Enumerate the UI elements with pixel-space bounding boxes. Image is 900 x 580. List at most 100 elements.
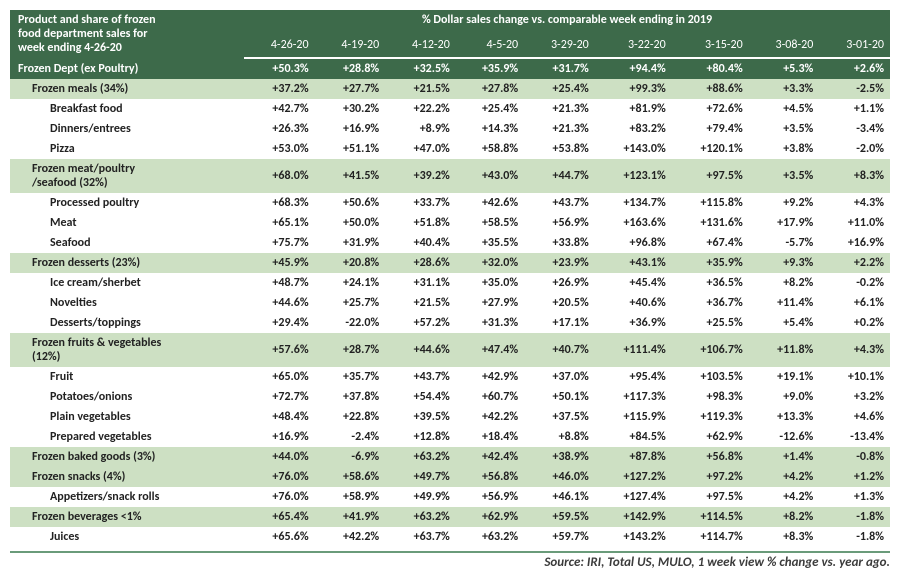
data-cell: +8.3% <box>819 159 890 193</box>
data-cell: +40.6% <box>595 293 672 313</box>
data-cell: +36.5% <box>672 273 749 293</box>
data-cell: +134.7% <box>595 193 672 213</box>
data-cell: +8.8% <box>524 427 595 447</box>
data-cell: +87.8% <box>595 447 672 467</box>
data-cell: +65.0% <box>244 367 315 387</box>
data-cell: +36.9% <box>595 313 672 333</box>
table-row: Ice cream/sherbet+48.7%+24.1%+31.1%+35.0… <box>10 273 890 293</box>
data-cell: +50.1% <box>524 387 595 407</box>
data-cell: +32.0% <box>456 253 524 273</box>
data-cell: +9.3% <box>749 253 820 273</box>
data-cell: +68.3% <box>244 193 315 213</box>
data-cell: +38.9% <box>524 447 595 467</box>
data-cell: +14.3% <box>456 119 524 139</box>
data-cell: -3.4% <box>819 119 890 139</box>
data-cell: +44.6% <box>244 293 315 313</box>
data-cell: +72.7% <box>244 387 315 407</box>
data-cell: +11.0% <box>819 213 890 233</box>
data-cell: -22.0% <box>315 313 386 333</box>
data-cell: +68.0% <box>244 159 315 193</box>
data-cell: +44.7% <box>524 159 595 193</box>
data-cell: -2.4% <box>315 427 386 447</box>
data-cell: +31.9% <box>315 233 386 253</box>
data-cell: +35.0% <box>456 273 524 293</box>
data-cell: +35.7% <box>315 367 386 387</box>
table-row: Frozen meat/poultry/seafood (32%)+68.0%+… <box>10 159 890 193</box>
data-cell: +25.7% <box>315 293 386 313</box>
row-label: Ice cream/sherbet <box>10 273 244 293</box>
data-cell: +37.0% <box>524 367 595 387</box>
data-cell: +60.7% <box>456 387 524 407</box>
data-cell: +62.9% <box>456 507 524 527</box>
data-cell: +50.6% <box>315 193 386 213</box>
data-cell: +43.1% <box>595 253 672 273</box>
row-label: Pizza <box>10 139 244 159</box>
row-label: Fruit <box>10 367 244 387</box>
row-label: Frozen desserts (23%) <box>10 253 244 273</box>
table-row: Potatoes/onions+72.7%+37.8%+54.4%+60.7%+… <box>10 387 890 407</box>
data-cell: +63.2% <box>385 447 456 467</box>
row-label: Prepared vegetables <box>10 427 244 447</box>
row-label: Frozen Dept (ex Poultry) <box>10 58 244 79</box>
data-cell: +115.9% <box>595 407 672 427</box>
date-col-6: 3-15-20 <box>672 33 749 58</box>
data-cell: +117.3% <box>595 387 672 407</box>
data-cell: +142.9% <box>595 507 672 527</box>
table-row: Frozen fruits & vegetables(12%)+57.6%+28… <box>10 333 890 367</box>
data-cell: +72.6% <box>672 99 749 119</box>
date-col-5: 3-22-20 <box>595 33 672 58</box>
row-label: Juices <box>10 527 244 547</box>
data-cell: +45.9% <box>244 253 315 273</box>
data-cell: +2.2% <box>819 253 890 273</box>
table-row: Desserts/toppings+29.4%-22.0%+57.2%+31.3… <box>10 313 890 333</box>
data-cell: +67.4% <box>672 233 749 253</box>
table-row: Frozen meals (34%)+37.2%+27.7%+21.5%+27.… <box>10 79 890 99</box>
data-cell: +42.4% <box>456 447 524 467</box>
data-cell: +63.2% <box>456 527 524 547</box>
data-cell: +13.3% <box>749 407 820 427</box>
data-cell: +43.7% <box>385 367 456 387</box>
data-cell: +83.2% <box>595 119 672 139</box>
table-row: Frozen baked goods (3%)+44.0%-6.9%+63.2%… <box>10 447 890 467</box>
data-cell: +27.9% <box>456 293 524 313</box>
data-cell: +48.4% <box>244 407 315 427</box>
table-row: Seafood+75.7%+31.9%+40.4%+35.5%+33.8%+96… <box>10 233 890 253</box>
data-cell: +16.9% <box>244 427 315 447</box>
date-col-0: 4-26-20 <box>244 33 315 58</box>
data-cell: +32.5% <box>385 58 456 79</box>
data-cell: +44.0% <box>244 447 315 467</box>
data-cell: +8.2% <box>749 507 820 527</box>
data-cell: +53.8% <box>524 139 595 159</box>
data-cell: +31.1% <box>385 273 456 293</box>
data-cell: +23.9% <box>524 253 595 273</box>
data-cell: -13.4% <box>819 427 890 447</box>
data-cell: +2.6% <box>819 58 890 79</box>
data-cell: +4.2% <box>749 487 820 507</box>
data-cell: -0.8% <box>819 447 890 467</box>
data-cell: +27.7% <box>315 79 386 99</box>
data-cell: +5.3% <box>749 58 820 79</box>
data-cell: +50.0% <box>315 213 386 233</box>
data-cell: +97.5% <box>672 487 749 507</box>
data-cell: +21.3% <box>524 99 595 119</box>
data-cell: +8.9% <box>385 119 456 139</box>
table-body: Frozen Dept (ex Poultry)+50.3%+28.8%+32.… <box>10 58 890 547</box>
data-cell: +43.0% <box>456 159 524 193</box>
data-cell: +29.4% <box>244 313 315 333</box>
data-cell: +24.1% <box>315 273 386 293</box>
data-cell: +46.1% <box>524 487 595 507</box>
row-label: Frozen meals (34%) <box>10 79 244 99</box>
data-cell: +6.1% <box>819 293 890 313</box>
data-cell: +76.0% <box>244 467 315 487</box>
data-cell: +4.5% <box>749 99 820 119</box>
data-cell: +47.0% <box>385 139 456 159</box>
data-cell: +37.8% <box>315 387 386 407</box>
data-cell: -6.9% <box>315 447 386 467</box>
data-cell: +41.5% <box>315 159 386 193</box>
data-cell: +9.0% <box>749 387 820 407</box>
data-cell: +53.0% <box>244 139 315 159</box>
data-cell: +42.7% <box>244 99 315 119</box>
table-row: Meat+65.1%+50.0%+51.8%+58.5%+56.9%+163.6… <box>10 213 890 233</box>
table-row: Plain vegetables+48.4%+22.8%+39.5%+42.2%… <box>10 407 890 427</box>
data-cell: +28.7% <box>315 333 386 367</box>
